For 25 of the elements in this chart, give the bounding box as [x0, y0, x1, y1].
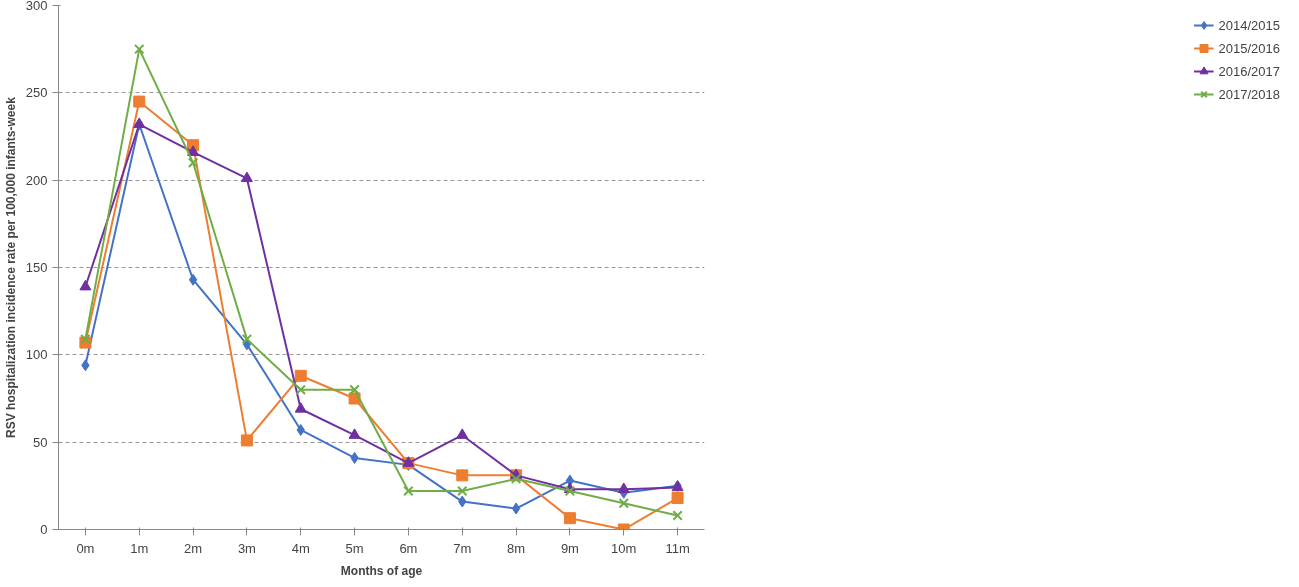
- legend-label: 2016/2017: [1218, 63, 1280, 79]
- x-axis-title: Months of age: [340, 563, 423, 578]
- x-tick-label: 0m: [76, 540, 95, 556]
- x-tick-label: 3m: [237, 540, 256, 556]
- y-tick-label: 250: [25, 85, 48, 101]
- x-tick-label: 11m: [665, 540, 690, 556]
- x-tick-label: 8m: [507, 540, 526, 556]
- x-tick-label: 7m: [453, 540, 472, 556]
- x-tick-label: 6m: [399, 540, 418, 556]
- y-tick-label: 150: [25, 260, 48, 275]
- y-axis-title: RSV hospitalization incidence rate per 100,000 infants-week: [3, 96, 18, 438]
- y-tick-label: 200: [25, 172, 48, 188]
- y-tick-label: 100: [25, 347, 48, 363]
- x-tick-label: 4m: [291, 540, 310, 556]
- x-tick-label: 2m: [184, 540, 203, 556]
- legend-label: 2015/2016: [1218, 40, 1280, 56]
- x-tick-label: 10m: [611, 540, 637, 556]
- y-tick-label: 50: [33, 434, 48, 450]
- y-tick-label: 300: [25, 0, 48, 13]
- legend-label: 2017/2018: [1218, 86, 1280, 102]
- x-tick-label: 1m: [130, 540, 149, 556]
- legend-label: 2014/2015: [1218, 17, 1280, 33]
- y-tick-label: 0: [40, 522, 48, 537]
- x-tick-label: 9m: [560, 540, 579, 556]
- x-tick-label: 5m: [345, 540, 364, 556]
